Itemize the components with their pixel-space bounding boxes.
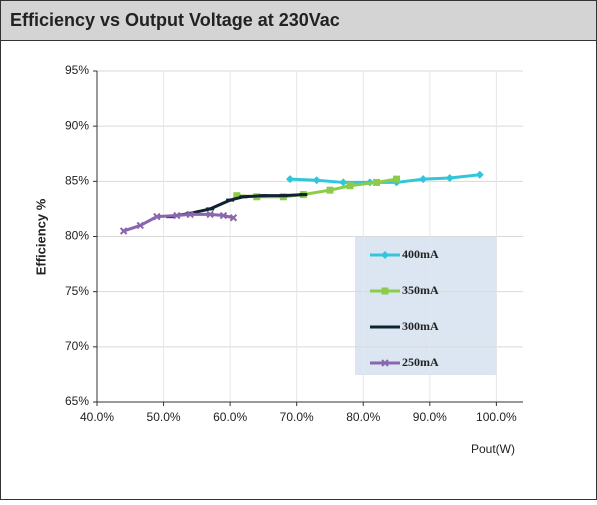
marker xyxy=(286,175,295,184)
y-tick-label: 65% xyxy=(65,394,89,408)
header xyxy=(0,0,597,41)
marker xyxy=(326,186,334,194)
marker xyxy=(346,182,354,190)
legend-label: 400mA xyxy=(402,247,439,261)
marker xyxy=(186,210,194,219)
y-tick-label: 80% xyxy=(65,229,89,243)
marker xyxy=(381,287,389,295)
marker xyxy=(299,193,308,197)
marker xyxy=(219,211,228,220)
marker xyxy=(226,198,235,202)
marker xyxy=(279,194,288,198)
marker xyxy=(173,211,181,220)
x-tick-label: 70.0% xyxy=(280,410,314,424)
marker xyxy=(312,176,321,185)
marker xyxy=(136,221,144,230)
marker xyxy=(381,325,389,329)
x-tick-label: 100.0% xyxy=(476,410,517,424)
y-tick-label: 90% xyxy=(65,118,89,132)
y-tick-label: 85% xyxy=(65,174,89,188)
marker xyxy=(373,178,381,186)
y-tick-label: 70% xyxy=(65,339,89,353)
legend-label: 350mA xyxy=(402,283,439,297)
marker xyxy=(259,194,268,198)
y-tick-label: 95% xyxy=(65,63,89,77)
x-tick-label: 60.0% xyxy=(213,410,247,424)
marker xyxy=(419,175,428,184)
marker xyxy=(339,178,348,187)
marker xyxy=(229,214,238,222)
x-tick-label: 80.0% xyxy=(346,410,380,424)
marker xyxy=(445,174,454,183)
marker xyxy=(119,227,128,235)
marker xyxy=(393,175,401,183)
legend-box xyxy=(355,237,497,375)
marker xyxy=(206,207,215,211)
x-axis-label: Pout(W) xyxy=(471,442,515,456)
marker xyxy=(233,192,241,200)
legend-label: 300mA xyxy=(402,319,439,333)
y-axis-label: Efficiency % xyxy=(33,198,48,275)
marker xyxy=(381,359,389,367)
x-tick-label: 40.0% xyxy=(80,410,114,424)
marker xyxy=(475,170,484,179)
x-tick-label: 90.0% xyxy=(413,410,447,424)
marker xyxy=(239,195,248,199)
marker xyxy=(206,210,214,219)
x-tick-label: 50.0% xyxy=(147,410,181,424)
marker xyxy=(381,251,389,259)
legend-label: 250mA xyxy=(402,355,439,369)
y-tick-label: 75% xyxy=(65,284,89,298)
chart-title: Efficiency vs Output Voltage at 230Vac xyxy=(10,10,340,30)
marker xyxy=(153,212,161,221)
